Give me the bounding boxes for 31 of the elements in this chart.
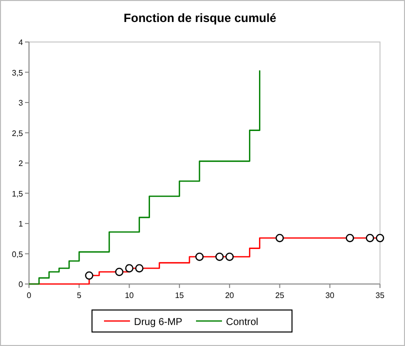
x-tick-label: 35 bbox=[376, 291, 385, 300]
y-tick-label: 4 bbox=[18, 38, 24, 47]
y-tick-label: 2 bbox=[18, 159, 24, 168]
y-tick-label: 1 bbox=[18, 220, 24, 228]
y-tick-label: 1,5 bbox=[12, 189, 24, 198]
point bbox=[195, 252, 204, 261]
point bbox=[366, 234, 374, 242]
legend-label: Drug 6-MP bbox=[134, 317, 183, 328]
x-tick-label: 0 bbox=[26, 291, 32, 300]
y-tick-label: 0,5 bbox=[12, 250, 24, 259]
y-tick-label: 0 bbox=[18, 280, 24, 289]
chart-title: Fonction de risque cumulé bbox=[124, 11, 277, 25]
x-tick-label: 20 bbox=[225, 291, 235, 300]
legend-label: Control bbox=[226, 317, 258, 328]
point bbox=[376, 234, 384, 242]
point bbox=[125, 264, 134, 272]
y-tick-label: 3,5 bbox=[12, 68, 24, 78]
point bbox=[276, 234, 284, 242]
point bbox=[135, 264, 144, 272]
point bbox=[115, 268, 124, 276]
point bbox=[346, 234, 354, 242]
point bbox=[225, 252, 234, 261]
point bbox=[85, 271, 94, 280]
x-tick-label: 15 bbox=[174, 291, 184, 300]
y-tick-label: 2,5 bbox=[12, 128, 24, 138]
x-tick-label: 30 bbox=[325, 291, 335, 300]
point bbox=[215, 252, 224, 261]
y-tick-label: 3 bbox=[18, 98, 24, 108]
x-tick-label: 25 bbox=[275, 291, 285, 300]
x-tick-label: 5 bbox=[76, 291, 82, 300]
x-tick-label: 10 bbox=[124, 291, 134, 300]
